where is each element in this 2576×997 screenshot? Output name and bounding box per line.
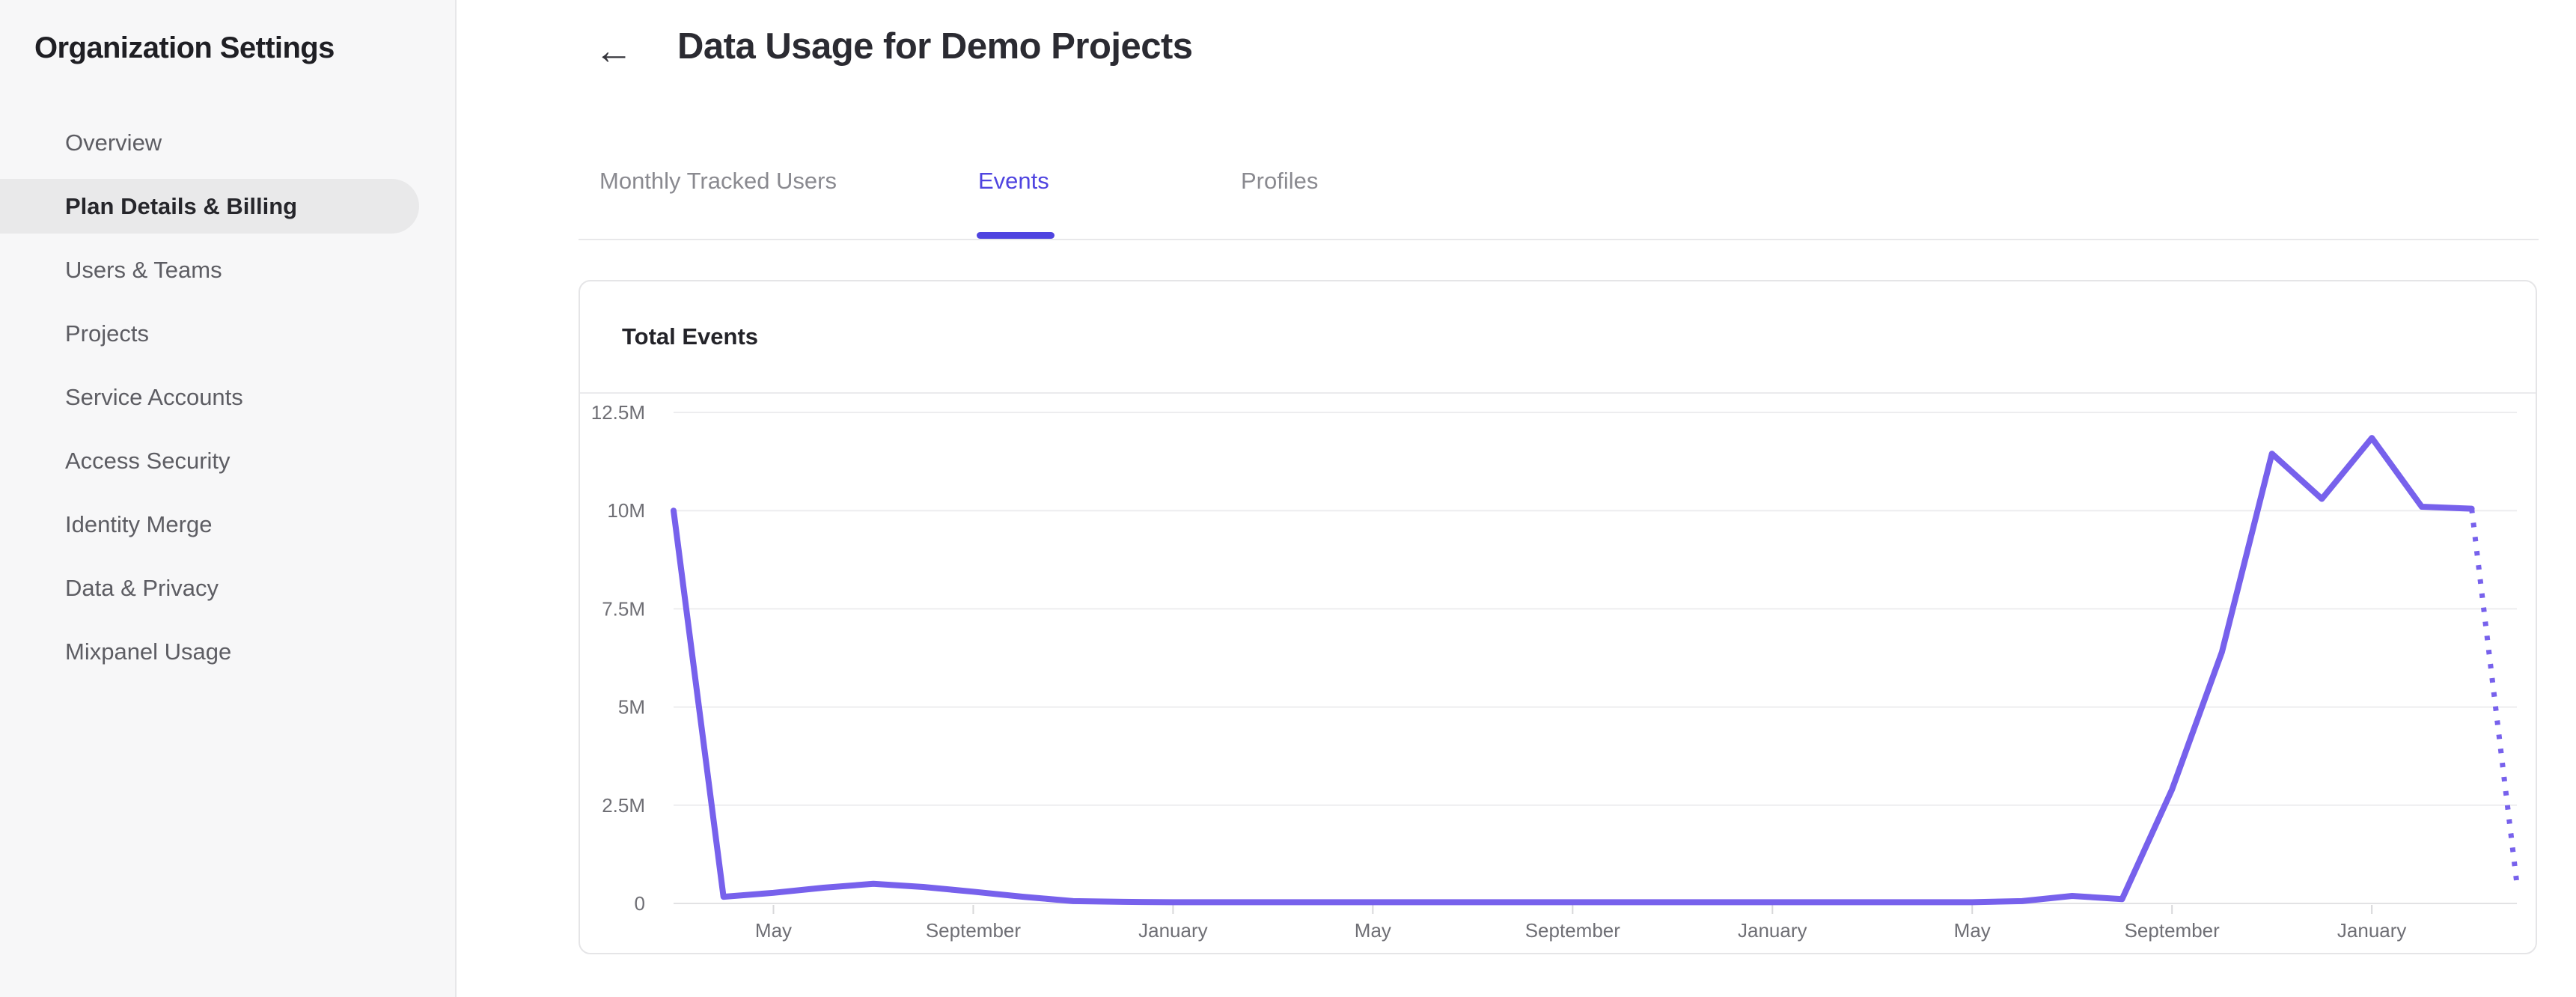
- svg-text:5M: 5M: [618, 696, 645, 719]
- sidebar-item-label: Access Security: [65, 447, 231, 474]
- sidebar-nav: Overview Plan Details & Billing Users & …: [0, 111, 455, 683]
- sidebar-item-projects[interactable]: Projects: [0, 302, 455, 365]
- svg-text:May: May: [1954, 919, 1991, 942]
- sidebar-item-identity-merge[interactable]: Identity Merge: [0, 493, 455, 556]
- card-title: Total Events: [622, 323, 759, 350]
- sidebar-item-label: Projects: [65, 320, 149, 347]
- sidebar-item-label: Overview: [65, 129, 162, 156]
- sidebar-title: Organization Settings: [34, 31, 335, 64]
- svg-text:May: May: [1355, 919, 1391, 942]
- sidebar-item-label: Identity Merge: [65, 510, 213, 537]
- sidebar-item-access-security[interactable]: Access Security: [0, 429, 455, 493]
- card-header: Total Events: [580, 281, 2536, 394]
- svg-text:September: September: [1525, 919, 1621, 942]
- tab-events[interactable]: Events: [978, 168, 1049, 194]
- svg-text:7.5M: 7.5M: [602, 597, 645, 620]
- sidebar-item-overview[interactable]: Overview: [0, 111, 455, 174]
- tab-profiles[interactable]: Profiles: [1241, 168, 1319, 194]
- sidebar-item-label: Service Accounts: [65, 383, 243, 410]
- sidebar-item-mixpanel-usage[interactable]: Mixpanel Usage: [0, 620, 455, 683]
- sidebar-item-users-teams[interactable]: Users & Teams: [0, 238, 455, 302]
- svg-text:January: January: [1738, 919, 1807, 942]
- sidebar: Organization Settings Overview Plan Deta…: [0, 0, 457, 997]
- svg-text:0: 0: [635, 892, 645, 915]
- svg-text:January: January: [2337, 919, 2407, 942]
- sidebar-item-label: Users & Teams: [65, 256, 222, 283]
- svg-text:September: September: [926, 919, 1022, 942]
- sidebar-item-label: Data & Privacy: [65, 574, 219, 601]
- sidebar-item-data-privacy[interactable]: Data & Privacy: [0, 556, 455, 620]
- back-arrow-icon: ←: [594, 29, 633, 73]
- chart-area: 0 2.5M 5M 7.5M 10M 12.5M May September January Ma…: [580, 394, 2536, 951]
- page-title: Data Usage for Demo Projects: [677, 26, 1193, 67]
- sidebar-item-service-accounts[interactable]: Service Accounts: [0, 365, 455, 429]
- tab-monthly-tracked-users[interactable]: Monthly Tracked Users: [599, 168, 837, 194]
- tabs-divider: [579, 239, 2539, 240]
- svg-text:September: September: [2125, 919, 2221, 942]
- back-button[interactable]: ←: [590, 28, 638, 73]
- sidebar-item-plan-details-billing[interactable]: Plan Details & Billing: [0, 179, 419, 234]
- active-tab-indicator: [977, 232, 1054, 239]
- sidebar-item-label: Mixpanel Usage: [65, 638, 232, 665]
- svg-text:10M: 10M: [607, 499, 645, 522]
- svg-text:2.5M: 2.5M: [602, 794, 645, 817]
- sidebar-item-label: Plan Details & Billing: [65, 192, 298, 219]
- total-events-card: Total Events 0 2.5M 5M 7.5M 10M 12.5M May Septe…: [579, 280, 2537, 954]
- svg-text:January: January: [1138, 919, 1208, 942]
- events-line-chart: 0 2.5M 5M 7.5M 10M 12.5M May September January Ma…: [591, 401, 2520, 942]
- svg-text:May: May: [755, 919, 792, 942]
- svg-text:12.5M: 12.5M: [591, 401, 645, 424]
